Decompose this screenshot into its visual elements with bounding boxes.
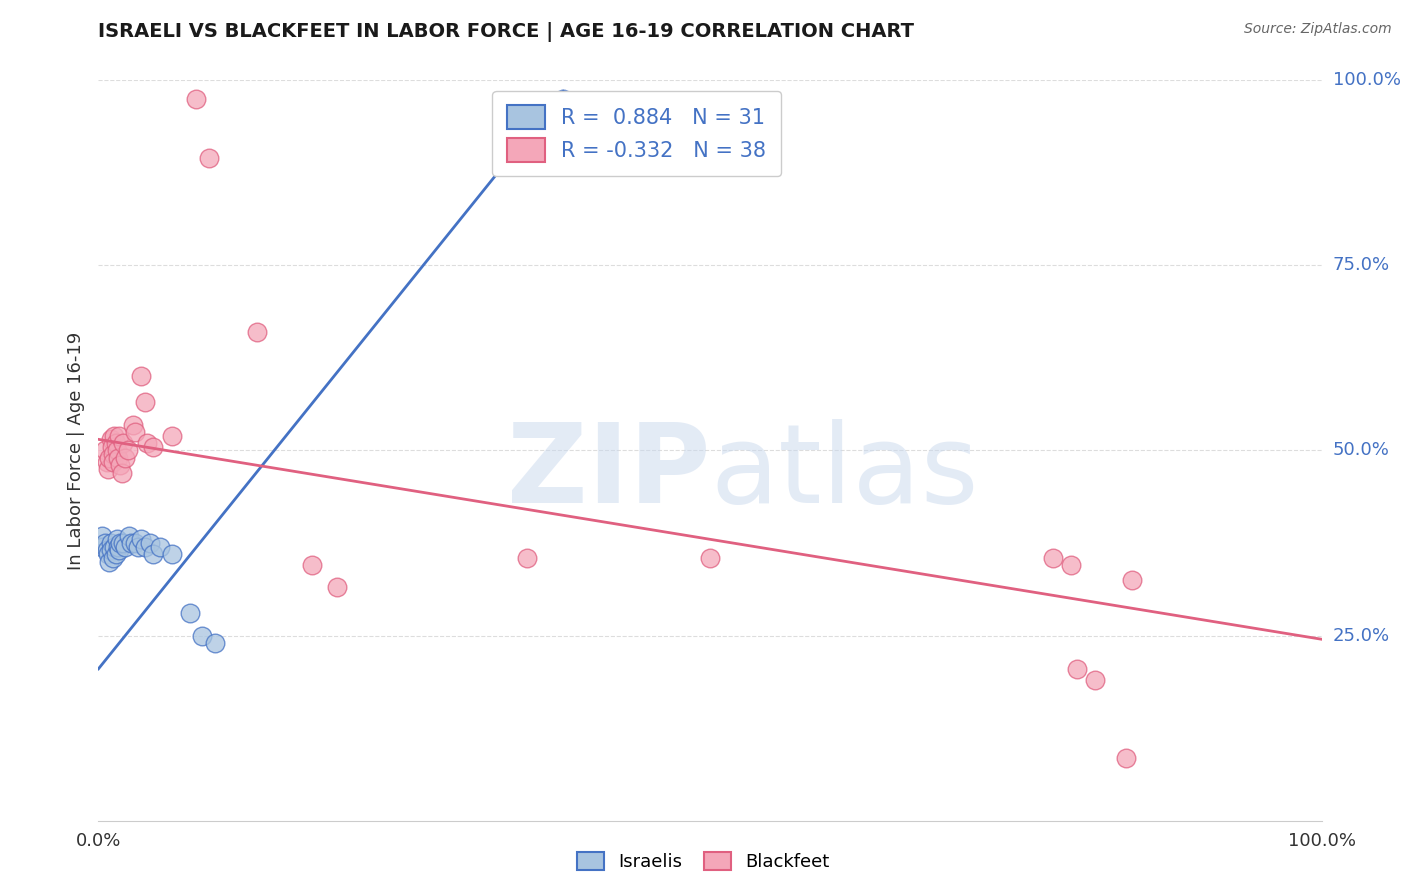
Point	[124, 425, 146, 439]
Text: atlas: atlas	[710, 419, 979, 526]
Point	[1084, 673, 1107, 687]
Text: 100.0%: 100.0%	[1333, 71, 1400, 89]
Legend: Israelis, Blackfeet: Israelis, Blackfeet	[569, 845, 837, 879]
Point	[553, 92, 575, 106]
Point	[91, 540, 114, 554]
Point	[1066, 662, 1088, 676]
Point	[160, 547, 183, 561]
Point	[186, 92, 208, 106]
Point	[96, 454, 118, 468]
Point	[107, 450, 129, 465]
Point	[191, 628, 214, 642]
Point	[101, 454, 124, 468]
Point	[118, 528, 141, 542]
Point	[100, 543, 122, 558]
Point	[699, 550, 721, 565]
Point	[93, 443, 115, 458]
Point	[101, 440, 124, 454]
Point	[97, 462, 120, 476]
Point	[136, 436, 159, 450]
Point	[129, 369, 152, 384]
Point	[103, 428, 125, 442]
Point	[111, 436, 134, 450]
Point	[246, 325, 269, 339]
Point	[111, 536, 134, 550]
Point	[120, 536, 142, 550]
Point	[160, 428, 183, 442]
Point	[104, 436, 127, 450]
Point	[142, 547, 165, 561]
Point	[1115, 750, 1137, 764]
Point	[1121, 573, 1143, 587]
Point	[110, 536, 132, 550]
Y-axis label: In Labor Force | Age 16-19: In Labor Force | Age 16-19	[66, 331, 84, 570]
Point	[139, 536, 162, 550]
Point	[114, 540, 136, 554]
Point	[1042, 550, 1064, 565]
Point	[101, 447, 124, 461]
Point	[96, 543, 118, 558]
Point	[1060, 558, 1083, 573]
Point	[121, 417, 143, 432]
Point	[107, 540, 129, 554]
Point	[100, 536, 122, 550]
Point	[100, 433, 122, 447]
Point	[197, 151, 219, 165]
Point	[127, 540, 149, 554]
Point	[301, 558, 323, 573]
Point	[134, 540, 156, 554]
Point	[104, 547, 127, 561]
Point	[515, 550, 537, 565]
Point	[117, 443, 139, 458]
Point	[124, 536, 146, 550]
Text: 25.0%: 25.0%	[1333, 626, 1391, 645]
Point	[110, 458, 132, 473]
Point	[93, 536, 115, 550]
Point	[98, 554, 121, 569]
Point	[111, 466, 134, 480]
Point	[129, 533, 152, 547]
Point	[179, 607, 201, 621]
Point	[114, 450, 136, 465]
Point	[142, 440, 165, 454]
Point	[105, 443, 128, 458]
Point	[149, 540, 172, 554]
Point	[105, 533, 128, 547]
Point	[326, 581, 349, 595]
Point	[103, 540, 125, 554]
Point	[98, 450, 121, 465]
Point	[97, 547, 120, 561]
Point	[101, 550, 124, 565]
Point	[108, 543, 131, 558]
Legend: R =  0.884   N = 31, R = -0.332   N = 38: R = 0.884 N = 31, R = -0.332 N = 38	[492, 91, 780, 177]
Point	[91, 528, 114, 542]
Text: ISRAELI VS BLACKFEET IN LABOR FORCE | AGE 16-19 CORRELATION CHART: ISRAELI VS BLACKFEET IN LABOR FORCE | AG…	[98, 22, 914, 42]
Text: 50.0%: 50.0%	[1333, 442, 1389, 459]
Text: Source: ZipAtlas.com: Source: ZipAtlas.com	[1244, 22, 1392, 37]
Text: 75.0%: 75.0%	[1333, 256, 1391, 275]
Point	[204, 636, 226, 650]
Text: ZIP: ZIP	[506, 419, 710, 526]
Point	[134, 395, 156, 409]
Point	[108, 428, 131, 442]
